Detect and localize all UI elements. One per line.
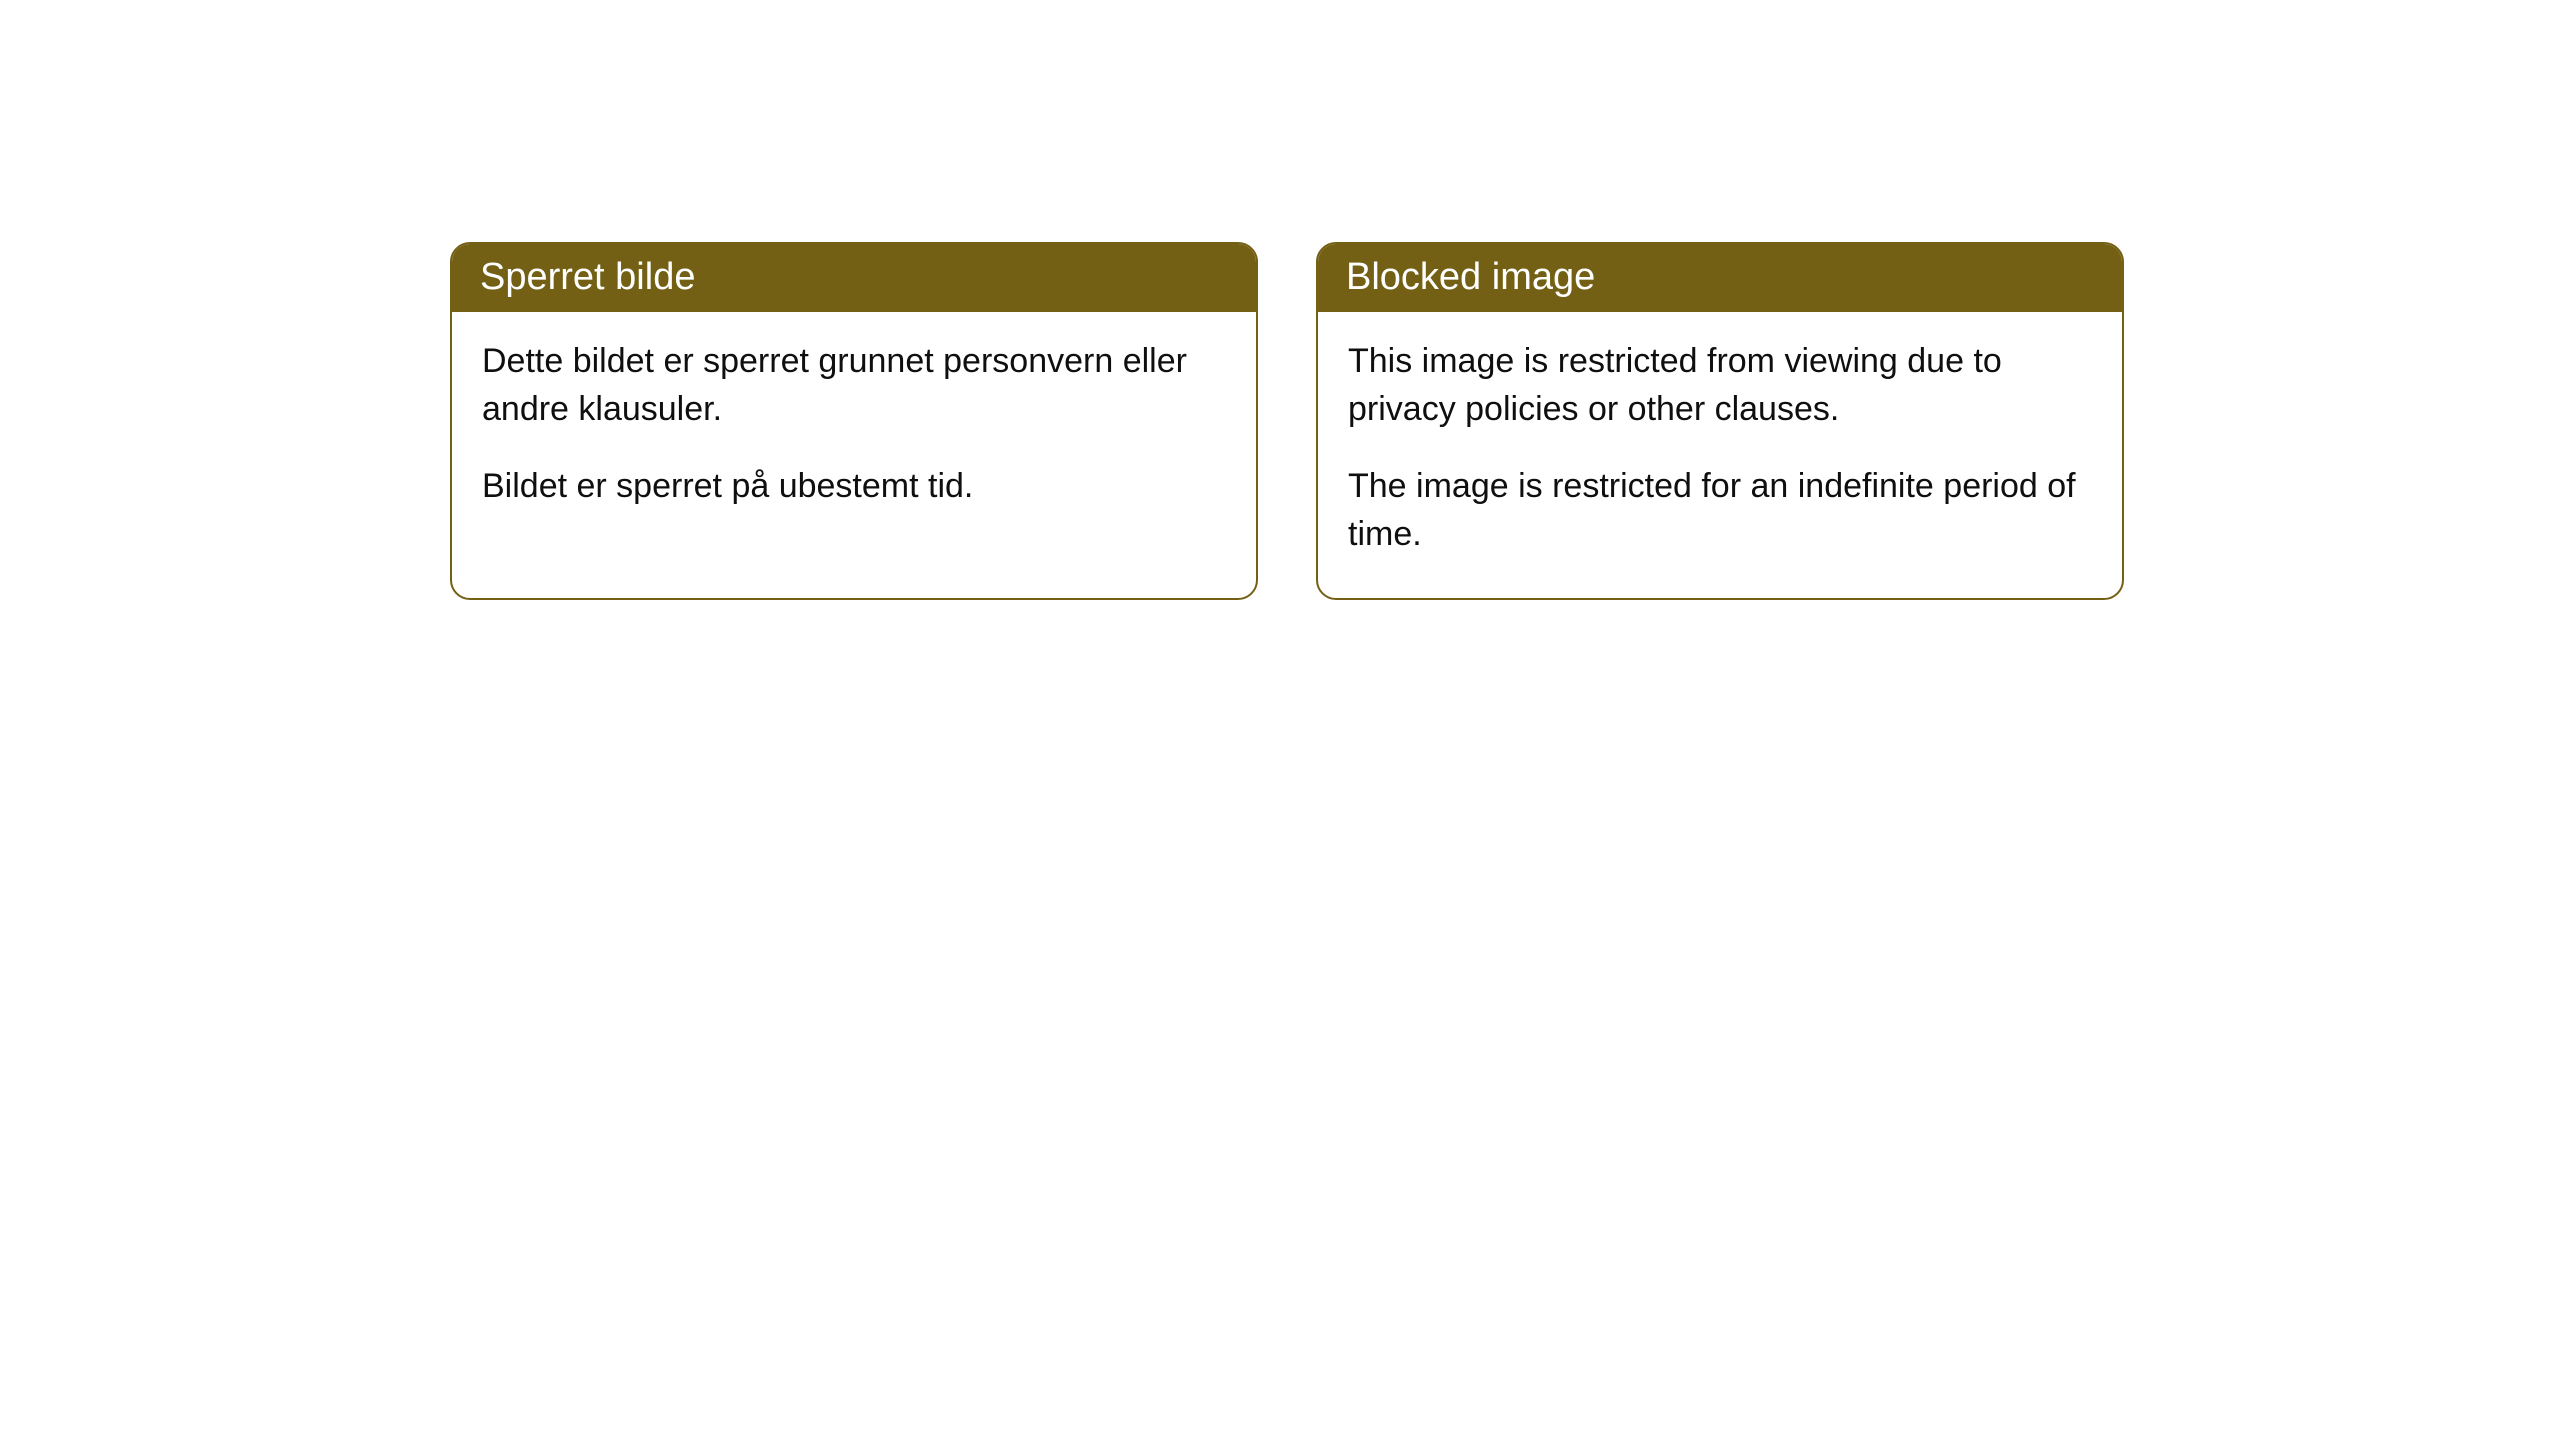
card-header-norwegian: Sperret bilde xyxy=(452,244,1256,312)
card-paragraph-1-norwegian: Dette bildet er sperret grunnet personve… xyxy=(482,338,1226,433)
card-body-norwegian: Dette bildet er sperret grunnet personve… xyxy=(452,312,1256,551)
card-paragraph-2-english: The image is restricted for an indefinit… xyxy=(1348,463,2092,558)
notice-card-norwegian: Sperret bilde Dette bildet er sperret gr… xyxy=(450,242,1258,600)
card-title-english: Blocked image xyxy=(1346,256,1595,298)
card-header-english: Blocked image xyxy=(1318,244,2122,312)
card-title-norwegian: Sperret bilde xyxy=(480,256,695,298)
notice-cards-container: Sperret bilde Dette bildet er sperret gr… xyxy=(450,242,2124,600)
card-body-english: This image is restricted from viewing du… xyxy=(1318,312,2122,598)
card-paragraph-1-english: This image is restricted from viewing du… xyxy=(1348,338,2092,433)
card-paragraph-2-norwegian: Bildet er sperret på ubestemt tid. xyxy=(482,463,1226,511)
notice-card-english: Blocked image This image is restricted f… xyxy=(1316,242,2124,600)
